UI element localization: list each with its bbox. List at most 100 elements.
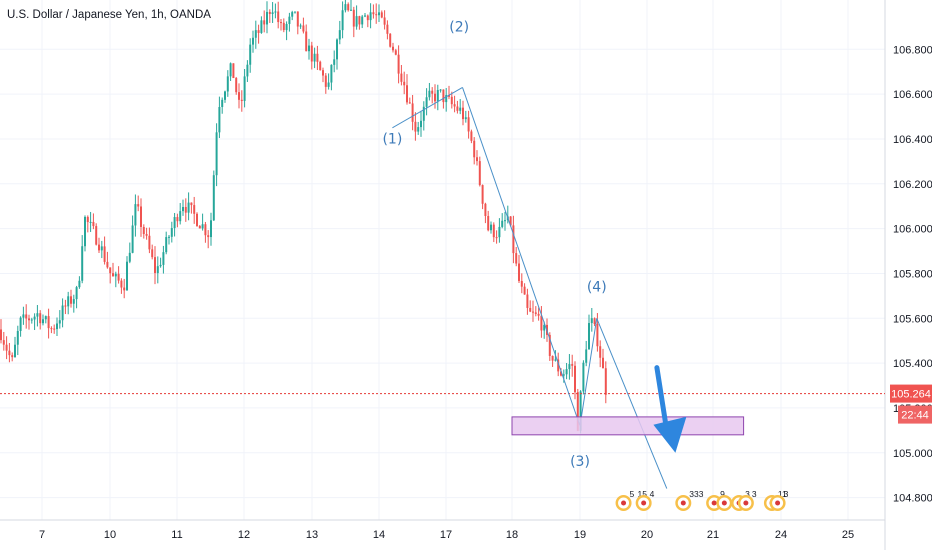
candle-body [8,350,11,356]
candle-body [322,70,324,76]
price-tick-label: 106.200 [893,179,932,191]
candle-body [442,89,445,103]
event-count: 3 [784,489,789,499]
event-flag-icon[interactable] [716,495,733,511]
event-flag-dot [680,500,686,506]
candle-body [439,89,442,91]
candle-body [128,252,131,262]
event-flag-dot [743,500,749,506]
candle-body [271,12,274,15]
candle-body [257,30,260,33]
candle-body [117,273,120,281]
grid [0,0,886,550]
event-flag-icon[interactable]: 4 [635,489,655,511]
candle-body [137,204,140,207]
candle-body [543,324,546,331]
event-flag-icon[interactable]: 333 [675,489,704,511]
support-zone[interactable] [511,416,745,436]
candle-body [364,15,366,17]
candle-body [462,107,464,120]
event-flag-icon[interactable]: 5 15 [615,489,648,511]
candle-body [142,226,145,235]
price-axis: 104.800105.000105.200105.400105.600105.8… [893,44,932,504]
candle-body [61,305,64,321]
candle-body [557,359,560,372]
event-count: 9 [720,489,725,499]
wave-segment [392,86,463,129]
candle-body [579,391,582,431]
candle-body [176,217,179,222]
price-tick-label: 104.800 [893,493,932,505]
price-tick-label: 105.000 [893,448,932,460]
candle-body [548,334,551,356]
chart-title: U.S. Dollar / Japanese Yen, 1h, OANDA [7,9,211,21]
axis-badges: 105.264 22:44 [890,384,932,424]
candle-body [229,63,232,77]
price-tick-label: 106.400 [893,134,932,146]
candle-body [504,220,506,222]
candle-body [602,357,604,369]
candle-body [355,16,358,27]
time-tick-label: 14 [373,529,385,541]
candle-body [478,161,481,186]
candle-body [574,365,576,393]
candle-body [532,311,534,313]
candle-body [436,90,439,102]
candle-body [263,20,266,25]
time-tick-label: 10 [104,529,116,541]
candle-body [369,12,372,21]
candle-body [16,330,19,345]
event-flag-icon[interactable]: 3 [769,489,789,511]
arrow-head [653,416,687,453]
candle-body [95,226,98,245]
time-axis: 7 10 11 12 13 14 17 18 19 20 21 24 25 [39,529,854,541]
candle-body [238,92,240,100]
candle-body [131,225,134,253]
candle-body [201,224,204,229]
candle-body [184,206,187,213]
candle-body [123,287,126,291]
candle-body [383,17,386,25]
candle-body [512,225,515,254]
event-count: 5 [630,489,635,499]
event-count: 4 [650,489,655,499]
candle-body [75,287,78,300]
candle-body [338,30,341,40]
price-tick-label: 106.600 [893,89,932,101]
candle-body [593,318,596,325]
candle-body [520,280,523,287]
candle-body [224,91,226,100]
candle-body [456,106,459,111]
candle-body [414,121,417,132]
time-tick-label: 19 [574,529,586,541]
candle-body [372,12,375,15]
candle-body [47,316,50,329]
candle-body [282,22,285,31]
candle-body [422,106,425,121]
event-flag-dot [711,500,717,506]
candle-body [100,246,103,251]
candle-body [534,312,537,314]
candle-body [333,59,336,65]
candle-body [159,264,162,267]
candle-body [299,25,302,27]
candle-body [179,211,182,222]
candle-body [294,11,296,13]
economic-events: 5 15 4 333 9 3 3 113 [615,489,789,511]
candle-body [498,226,501,238]
event-flag-icon[interactable]: 3 [737,489,757,511]
candle-body [218,106,221,133]
time-tick-label: 12 [238,529,250,541]
candle-body [495,237,498,239]
candle-body [473,140,476,158]
event-count: 333 [689,489,703,499]
candle-body [358,16,361,25]
candle-body [434,93,436,102]
candle-body [277,11,280,23]
candle-body [588,323,590,350]
event-count: 15 [638,489,648,499]
candle-body [336,39,338,60]
candle-body [187,202,190,213]
wave-segment [462,87,581,427]
